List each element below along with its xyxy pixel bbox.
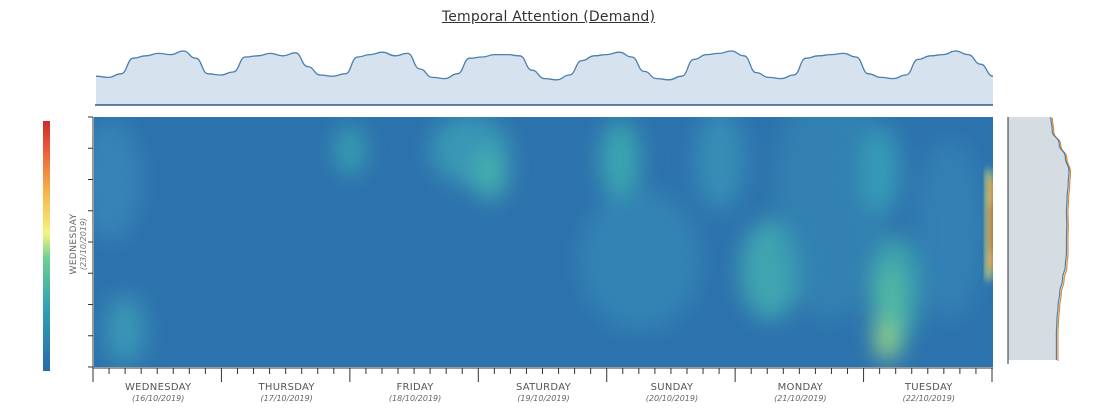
- x-date-label: (22/10/2019): [903, 394, 955, 403]
- x-day-label: SUNDAY: [651, 382, 694, 393]
- x-day-label: MONDAY: [778, 382, 824, 393]
- x-day-label: TUESDAY: [904, 382, 953, 393]
- x-date-label: (17/10/2019): [260, 394, 312, 403]
- x-date-label: (19/10/2019): [517, 394, 569, 403]
- y-axis-label: WEDNESDAY (23/10/2019): [69, 213, 88, 274]
- x-date-label: (16/10/2019): [132, 394, 184, 403]
- heatmap: [94, 117, 993, 367]
- side-profile-line: [1050, 116, 1070, 360]
- x-day-label: WEDNESDAY: [125, 382, 192, 393]
- top-profile-area: [96, 51, 993, 105]
- chart-title: Temporal Attention (Demand): [441, 9, 656, 25]
- y-axis-day: WEDNESDAY: [69, 213, 79, 274]
- top-profile-line: [95, 50, 994, 81]
- x-axis: WEDNESDAY(16/10/2019) THURSDAY(17/10/2019…: [92, 367, 993, 403]
- y-axis: [88, 116, 94, 368]
- x-day-label: SATURDAY: [516, 382, 572, 393]
- colorbar: [43, 121, 50, 371]
- side-demand-profile: [1007, 116, 1072, 364]
- side-profile-line-secondary: [1051, 117, 1072, 361]
- y-axis-date: (23/10/2019): [79, 218, 88, 270]
- top-demand-profile: [95, 50, 994, 106]
- x-day-label: FRIDAY: [396, 382, 434, 393]
- x-day-label: THURSDAY: [257, 382, 315, 393]
- x-date-label: (21/10/2019): [774, 394, 826, 403]
- x-date-label: (20/10/2019): [646, 394, 698, 403]
- x-date-label: (18/10/2019): [389, 394, 441, 403]
- side-profile-area: [1008, 117, 1069, 360]
